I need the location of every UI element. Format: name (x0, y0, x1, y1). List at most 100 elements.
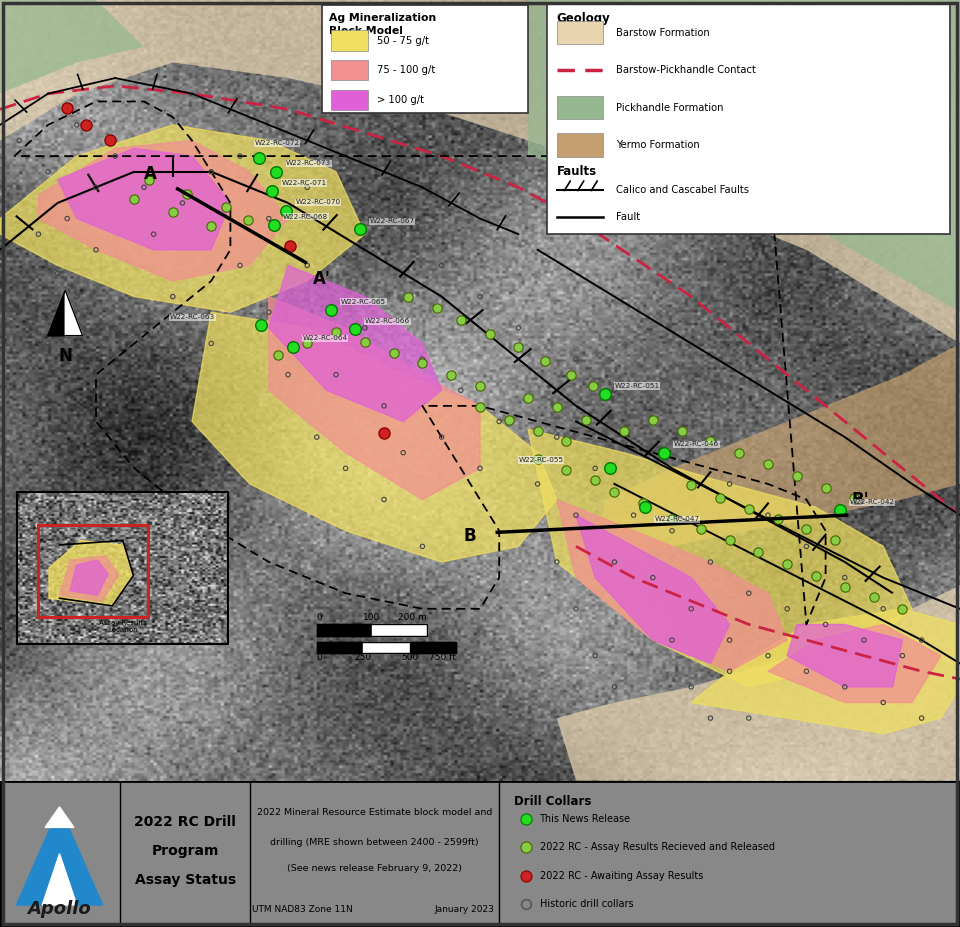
Point (400, 289, 416, 304)
Text: This News Release: This News Release (540, 814, 631, 823)
Point (607, 484, 622, 499)
Polygon shape (48, 290, 65, 336)
Text: Historic drill collars: Historic drill collars (540, 899, 634, 909)
Point (588, 473, 603, 488)
Point (261, 305, 276, 320)
Text: 0: 0 (317, 613, 323, 622)
FancyBboxPatch shape (557, 133, 603, 157)
Text: 75 - 100 g/t: 75 - 100 g/t (377, 65, 436, 75)
Point (328, 324, 344, 339)
Text: W22-RC-063: W22-RC-063 (170, 314, 215, 320)
Point (252, 150, 267, 165)
Point (434, 430, 449, 445)
Text: B: B (464, 527, 476, 545)
Point (684, 679, 699, 694)
Point (253, 318, 269, 333)
Point (664, 524, 680, 539)
Point (722, 632, 737, 647)
Point (376, 492, 392, 507)
Point (40, 336, 56, 350)
Polygon shape (787, 625, 902, 687)
Point (602, 461, 617, 476)
Point (895, 648, 910, 663)
Point (357, 335, 372, 349)
Point (415, 539, 430, 553)
Polygon shape (0, 0, 960, 343)
Point (79, 118, 94, 133)
Polygon shape (768, 625, 941, 703)
Polygon shape (576, 515, 730, 664)
Point (876, 695, 891, 710)
Point (472, 379, 488, 394)
Point (300, 336, 315, 350)
Point (866, 590, 881, 604)
Point (530, 476, 545, 491)
Text: (See news release February 9, 2022): (See news release February 9, 2022) (287, 864, 462, 873)
Point (780, 602, 795, 616)
Text: January 2023: January 2023 (435, 905, 494, 914)
Point (549, 554, 564, 569)
Text: UTM NAD83 Zone 11N: UTM NAD83 Zone 11N (252, 905, 352, 914)
Point (280, 367, 296, 382)
Text: W22-RC-055: W22-RC-055 (518, 457, 564, 464)
Point (914, 632, 929, 647)
Point (386, 346, 401, 361)
Polygon shape (70, 560, 108, 595)
Point (568, 351, 584, 366)
Point (578, 413, 593, 427)
Point (636, 495, 651, 510)
Point (530, 451, 545, 466)
Point (309, 430, 324, 445)
Polygon shape (410, 641, 456, 654)
Point (328, 367, 344, 382)
Point (684, 445, 699, 460)
Text: Faults: Faults (557, 166, 597, 179)
Polygon shape (16, 806, 103, 905)
Polygon shape (65, 290, 83, 336)
Point (453, 383, 468, 398)
Point (657, 445, 672, 460)
Point (285, 339, 300, 354)
Point (69, 118, 84, 133)
Text: Geology: Geology (557, 12, 611, 25)
Point (415, 356, 430, 371)
Point (645, 413, 660, 427)
Point (50, 266, 65, 281)
Point (88, 180, 104, 195)
Point (204, 164, 219, 179)
Point (434, 258, 449, 273)
Point (165, 289, 180, 304)
Text: Fault: Fault (616, 212, 640, 222)
Point (818, 617, 833, 632)
Point (693, 522, 708, 537)
Point (31, 227, 46, 242)
Point (722, 664, 737, 679)
Point (472, 461, 488, 476)
Point (472, 400, 488, 415)
Point (549, 400, 564, 415)
Point (799, 522, 814, 537)
Point (108, 321, 123, 336)
Point (278, 203, 294, 218)
Point (511, 321, 526, 336)
Point (637, 500, 653, 514)
Text: W22-RC-047: W22-RC-047 (655, 516, 700, 523)
Text: W22-RC-046: W22-RC-046 (674, 441, 719, 448)
Point (141, 172, 156, 187)
Polygon shape (269, 297, 480, 500)
Point (818, 480, 833, 495)
Point (511, 340, 526, 355)
Point (136, 367, 152, 382)
Point (269, 164, 284, 179)
Point (588, 461, 603, 476)
Polygon shape (38, 141, 288, 281)
Point (789, 469, 804, 484)
FancyBboxPatch shape (557, 21, 603, 44)
Text: drilling (MRE shown between 2400 - 2599ft): drilling (MRE shown between 2400 - 2599f… (270, 838, 479, 846)
Point (703, 554, 718, 569)
Point (472, 289, 488, 304)
Text: Calico and Cascabel Faults: Calico and Cascabel Faults (616, 185, 750, 196)
Point (703, 711, 718, 726)
Point (501, 413, 516, 427)
Point (684, 478, 699, 493)
